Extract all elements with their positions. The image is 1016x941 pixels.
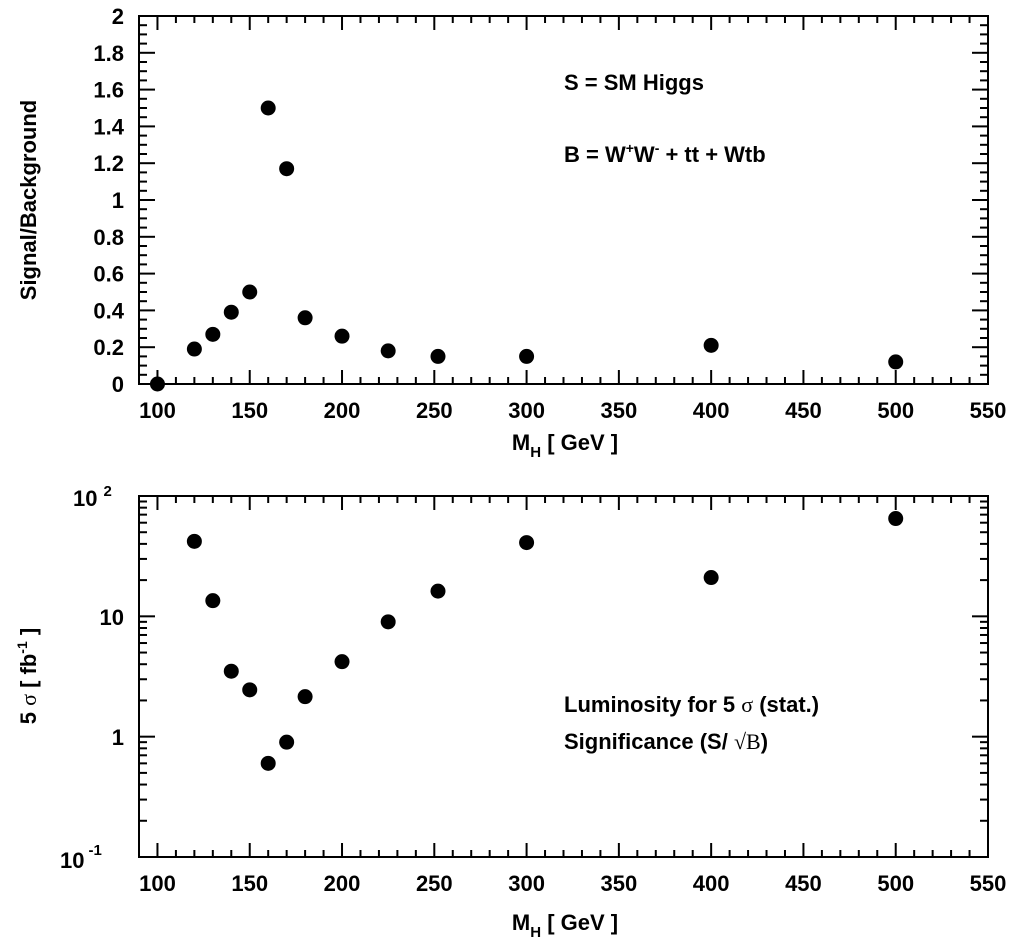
- top-data-point: [223, 304, 239, 320]
- bottom-data-point: [186, 533, 202, 549]
- bottom-x-tick-label: 500: [877, 871, 914, 896]
- bottom-x-tick-label: 300: [508, 871, 545, 896]
- top-x-tick-label: 400: [693, 398, 730, 423]
- top-annotation-background: B = W+W- + tt + Wtb: [564, 140, 766, 167]
- top-data-point: [380, 343, 396, 359]
- top-x-tick-label: 350: [601, 398, 638, 423]
- top-y-tick-label: 0.2: [93, 335, 124, 360]
- top-data-point: [888, 354, 904, 370]
- top-y-tick-label: 0.8: [93, 225, 124, 250]
- top-data-point: [334, 328, 350, 344]
- top-y-tick-label: 2: [112, 4, 124, 29]
- bottom-data-point: [519, 535, 535, 551]
- top-data-point: [279, 161, 295, 177]
- bottom-data-point: [279, 734, 295, 750]
- bottom-annotation-significance: Significance (S/ √B): [564, 729, 768, 754]
- bottom-data-point: [205, 593, 221, 609]
- top-x-tick-label: 100: [139, 398, 176, 423]
- bottom-x-tick-label: 550: [970, 871, 1007, 896]
- top-data-point: [242, 284, 258, 300]
- top-x-tick-label: 200: [324, 398, 361, 423]
- top-x-tick-labels: 100 150 200 250 300 350 400 450 500 550: [139, 398, 1006, 423]
- bottom-annotation-luminosity: Luminosity for 5 σ (stat.): [564, 692, 819, 717]
- top-y-axis-title: Signal/Background: [16, 100, 41, 300]
- top-y-tick-label: 1.8: [93, 41, 124, 66]
- bottom-data-points: [186, 511, 904, 771]
- bottom-x-tick-label: 100: [139, 871, 176, 896]
- bottom-data-point: [242, 682, 258, 698]
- bottom-plot-frame: [138, 495, 989, 858]
- bottom-x-tick-label: 200: [324, 871, 361, 896]
- top-x-tick-label: 250: [416, 398, 453, 423]
- top-y-tick-label: 1.2: [93, 151, 124, 176]
- top-data-point: [260, 100, 276, 116]
- bottom-x-tick-labels: 100 150 200 250 300 350 400 450 500 550: [139, 871, 1006, 896]
- top-data-point: [186, 341, 202, 357]
- top-data-point: [519, 348, 535, 364]
- bottom-y-axis-title: 5 σ [ fb-1 ]: [14, 628, 41, 724]
- top-x-tick-label: 500: [877, 398, 914, 423]
- bottom-data-point: [703, 570, 719, 586]
- bottom-data-point: [334, 654, 350, 670]
- top-x-tick-label: 300: [508, 398, 545, 423]
- top-y-tick-label: 0: [112, 372, 124, 397]
- top-data-points: [149, 100, 904, 392]
- bottom-data-point: [223, 663, 239, 679]
- top-tick-marks: [139, 15, 989, 385]
- top-y-tick-label: 1.4: [93, 114, 124, 139]
- bottom-data-point: [888, 511, 904, 527]
- top-annotation-signal: S = SM Higgs: [564, 70, 704, 95]
- bottom-x-tick-label: 400: [693, 871, 730, 896]
- top-data-point: [149, 376, 165, 392]
- bottom-data-point: [430, 583, 446, 599]
- top-y-tick-label: 1: [112, 188, 124, 213]
- top-x-axis-title: MH [ GeV ]: [512, 430, 618, 461]
- bottom-y-tick-label-0.1: 10 -1: [60, 842, 102, 873]
- top-y-tick-label: 0.4: [93, 298, 124, 323]
- bottom-data-point: [260, 755, 276, 771]
- bottom-x-axis-title: MH [ GeV ]: [512, 910, 618, 941]
- top-x-tick-label: 450: [785, 398, 822, 423]
- bottom-data-point: [380, 614, 396, 630]
- bottom-x-tick-label: 350: [601, 871, 638, 896]
- top-y-tick-label: 1.6: [93, 78, 124, 103]
- top-x-tick-label: 550: [970, 398, 1007, 423]
- bottom-y-tick-label-100: 10 2: [73, 483, 112, 511]
- top-data-point: [205, 326, 221, 342]
- top-data-point: [430, 348, 446, 364]
- bottom-chart: 100 150 200 250 300 350 400 450 500 550 10 2 10 1 …: [14, 483, 1006, 941]
- bottom-x-tick-label: 150: [231, 871, 268, 896]
- top-data-point: [297, 310, 313, 326]
- top-x-tick-label: 150: [231, 398, 268, 423]
- bottom-x-tick-label: 450: [785, 871, 822, 896]
- bottom-x-tick-label: 250: [416, 871, 453, 896]
- bottom-data-point: [297, 689, 313, 705]
- top-chart: 100 150 200 250 300 350 400 450 500 550 0 0.2 0.4 0.…: [16, 4, 1006, 461]
- top-data-point: [703, 337, 719, 353]
- bottom-y-tick-label-1: 1: [112, 725, 124, 750]
- top-y-tick-label: 0.6: [93, 262, 124, 287]
- bottom-tick-marks: [139, 495, 989, 858]
- top-y-tick-labels: 0 0.2 0.4 0.6 0.8 1 1.2 1.4 1.6 1.8 2: [93, 4, 124, 397]
- bottom-y-tick-label-10: 10: [100, 605, 124, 630]
